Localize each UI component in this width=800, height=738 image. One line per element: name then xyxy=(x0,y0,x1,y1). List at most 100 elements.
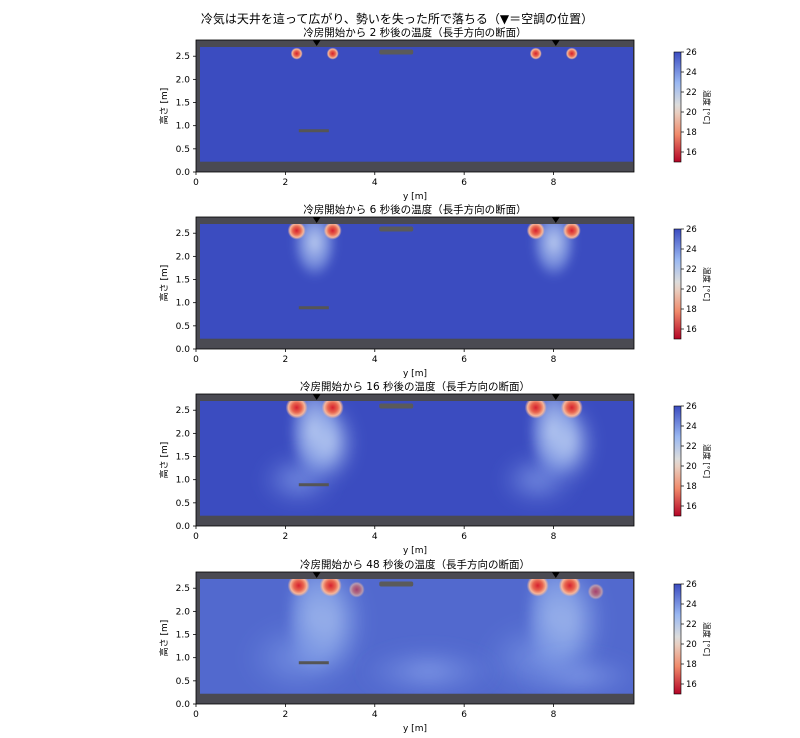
outlet-jet xyxy=(290,47,303,60)
x-tick-label: 4 xyxy=(372,355,378,365)
panel-1: 冷房開始から 2 秒後の温度（長手方向の断面）0 2 4 6 8y [m]0.00.51… xyxy=(158,26,712,202)
panel-title: 冷房開始から 6 秒後の温度（長手方向の断面） xyxy=(303,203,526,216)
colorbar xyxy=(673,583,682,695)
shelf-obstacle xyxy=(298,306,329,310)
ac-marker-icon xyxy=(551,217,560,223)
floor xyxy=(196,693,634,704)
x-tick-label: 8 xyxy=(551,532,557,542)
y-tick-label: 1.0 xyxy=(176,476,191,486)
ac-marker-icon xyxy=(312,572,321,578)
colorbar-tick-label: 26 xyxy=(686,580,697,590)
colorbar-tick-label: 20 xyxy=(686,640,697,650)
x-tick-label: 4 xyxy=(372,532,378,542)
ceiling xyxy=(196,572,634,579)
y-tick-label: 0.0 xyxy=(176,168,191,178)
colorbar-tick-label: 18 xyxy=(686,660,697,670)
panel-title: 冷房開始から 2 秒後の温度（長手方向の断面） xyxy=(303,26,526,39)
heatmap-area xyxy=(196,217,634,349)
y-tick-label: 2.5 xyxy=(176,584,190,594)
colorbar-tick-label: 24 xyxy=(686,600,697,610)
cold-stream xyxy=(531,572,605,677)
y-axis-label: 高さ [m] xyxy=(158,265,170,302)
colorbar-label: 温度 [°C] xyxy=(702,90,712,124)
plot-frame xyxy=(195,393,635,527)
y-tick-label: 0.5 xyxy=(176,677,190,687)
colorbar-tick-label: 18 xyxy=(686,305,697,315)
room-interior xyxy=(200,46,633,162)
y-tick-label: 1.0 xyxy=(176,654,191,664)
y-tick-label: 0.5 xyxy=(176,499,190,509)
colorbar xyxy=(673,405,682,517)
x-tick-label: 4 xyxy=(372,178,378,188)
outlet-jet xyxy=(562,221,581,240)
x-tick-label: 0 xyxy=(193,710,199,720)
x-tick-label: 6 xyxy=(461,355,467,365)
x-tick-label: 2 xyxy=(283,532,289,542)
panels-group: 冷房開始から 2 秒後の温度（長手方向の断面）0 2 4 6 8y [m]0.00.51… xyxy=(158,26,712,734)
y-tick-label: 2.0 xyxy=(176,607,191,617)
x-axis-label: y [m] xyxy=(403,369,427,379)
colorbar-tick-label: 20 xyxy=(686,108,697,118)
duct-obstacle xyxy=(379,49,414,55)
ac-marker-icon xyxy=(312,217,321,223)
ac-marker-icon xyxy=(312,40,321,46)
ceiling xyxy=(196,394,634,401)
panel-2: 冷房開始から 6 秒後の温度（長手方向の断面）0 2 4 6 8y [m]0.00.51… xyxy=(158,203,712,379)
panel-4: 冷房開始から 48 秒後の温度（長手方向の断面）0 2 4 6 8y [m]0.00.5… xyxy=(158,558,712,734)
x-tick-label: 2 xyxy=(283,710,289,720)
outlet-jet xyxy=(287,574,310,597)
y-tick-label: 1.0 xyxy=(176,299,191,309)
colorbar-tick-label: 26 xyxy=(686,48,697,58)
colorbar-tick-label: 26 xyxy=(686,225,697,235)
y-tick-label: 2.0 xyxy=(176,75,191,85)
outlet-jet xyxy=(319,574,342,597)
x-tick-label: 6 xyxy=(461,710,467,720)
floor xyxy=(196,338,634,349)
colorbar-tick-label: 22 xyxy=(686,442,697,452)
floor xyxy=(196,515,634,526)
y-tick-label: 1.5 xyxy=(176,99,190,109)
colorbar-tick-label: 16 xyxy=(686,148,697,158)
figure-suptitle: 冷気は天井を這って広がり、勢いを失った所で落ちる（▼＝空調の位置） xyxy=(201,11,593,26)
floor-spread xyxy=(358,645,499,698)
cold-stream xyxy=(302,402,355,483)
duct-obstacle xyxy=(379,226,414,232)
y-tick-label: 2.5 xyxy=(176,52,190,62)
outlet-jet xyxy=(285,396,308,419)
shelf-obstacle xyxy=(298,129,329,133)
colorbar-tick-label: 16 xyxy=(686,325,697,335)
outlet-jet xyxy=(526,574,549,597)
y-axis-label: 高さ [m] xyxy=(158,442,170,479)
y-tick-label: 2.0 xyxy=(176,252,191,262)
outlet-jet xyxy=(526,221,545,240)
floor-spread xyxy=(520,654,634,699)
y-tick-label: 1.5 xyxy=(176,631,190,641)
cold-stream xyxy=(292,572,366,677)
shelf-obstacle xyxy=(298,661,329,665)
colorbar-tick-label: 26 xyxy=(686,402,697,412)
y-tick-label: 1.5 xyxy=(176,276,190,286)
plot-frame xyxy=(195,39,635,173)
colorbar-tick-label: 20 xyxy=(686,285,697,295)
colorbar-tick-label: 16 xyxy=(686,680,697,690)
y-tick-label: 1.5 xyxy=(176,453,190,463)
y-tick-label: 0.0 xyxy=(176,345,191,355)
plot-frame xyxy=(195,571,635,705)
colorbar-tick-label: 18 xyxy=(686,128,697,138)
colorbar-tick-label: 22 xyxy=(686,88,697,98)
ac-marker-icon xyxy=(551,394,560,400)
x-tick-label: 0 xyxy=(193,355,199,365)
ac-marker-icon xyxy=(551,572,560,578)
colorbar-tick-label: 18 xyxy=(686,482,697,492)
outlet-jet xyxy=(287,221,306,240)
outlet-jet xyxy=(558,574,581,597)
colorbar-tick-label: 16 xyxy=(686,502,697,512)
colorbar-tick-label: 24 xyxy=(686,245,697,255)
shelf-obstacle xyxy=(298,483,329,487)
colorbar-tick-label: 24 xyxy=(686,422,697,432)
colorbar-label: 温度 [°C] xyxy=(702,622,712,656)
outlet-jet xyxy=(587,583,604,600)
outlet-jet xyxy=(326,47,339,60)
heatmap-area xyxy=(196,40,634,172)
y-tick-label: 0.5 xyxy=(176,145,190,155)
